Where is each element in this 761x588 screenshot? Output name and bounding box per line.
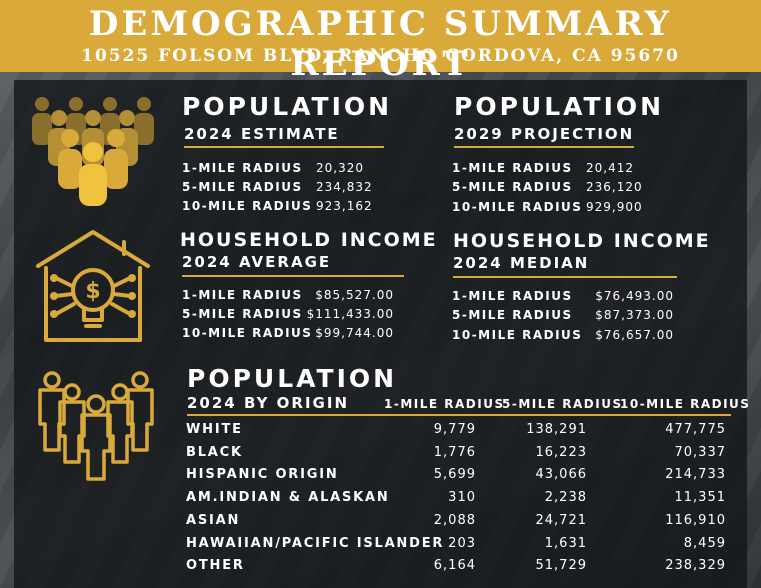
income-median-subtitle: 2024 MEDIAN bbox=[453, 254, 590, 272]
population-2024-subtitle: 2024 ESTIMATE bbox=[184, 125, 340, 143]
origin-row-value: 203 bbox=[448, 535, 476, 551]
radius-value: 20,320 bbox=[316, 161, 364, 175]
radius-label: 5-MILE RADIUS bbox=[452, 180, 573, 194]
people-outline-icon bbox=[38, 371, 154, 481]
origin-row-value: 11,351 bbox=[674, 490, 726, 506]
radius-label: 5-MILE RADIUS bbox=[182, 180, 303, 194]
report-title: DEMOGRAPHIC SUMMARY REPORT bbox=[88, 4, 673, 84]
divider bbox=[187, 414, 731, 416]
radius-value: 20,412 bbox=[586, 161, 634, 175]
radius-value: $85,527.00 bbox=[315, 288, 394, 302]
column-header: 1-MILE RADIUS bbox=[384, 397, 505, 411]
origin-row-value: 8,459 bbox=[683, 535, 726, 551]
divider bbox=[182, 275, 404, 277]
radius-value: 923,162 bbox=[316, 199, 373, 213]
origin-row-value: 214,733 bbox=[665, 467, 726, 483]
origin-row-value: 2,088 bbox=[433, 512, 476, 528]
origin-row-value: 6,164 bbox=[433, 558, 476, 574]
origin-title: POPULATION bbox=[187, 364, 398, 393]
population-2029-subtitle: 2029 PROJECTION bbox=[454, 125, 635, 143]
origin-row-value: 138,291 bbox=[526, 422, 587, 437]
population-2029-title: POPULATION bbox=[454, 92, 665, 121]
income-average-title: HOUSEHOLD INCOME bbox=[180, 229, 438, 251]
origin-row-value: 238,329 bbox=[665, 558, 726, 574]
income-average-subtitle: 2024 AVERAGE bbox=[182, 253, 332, 271]
radius-value: $99,744.00 bbox=[315, 326, 394, 340]
summary-panel bbox=[14, 80, 747, 588]
radius-label: 5-MILE RADIUS bbox=[182, 307, 303, 321]
radius-label: 1-MILE RADIUS bbox=[182, 161, 303, 175]
radius-label: 10-MILE RADIUS bbox=[182, 326, 313, 340]
column-header: 10-MILE RADIUS bbox=[620, 397, 751, 411]
origin-row-value: 5,699 bbox=[433, 467, 476, 483]
svg-text:$: $ bbox=[85, 279, 100, 304]
radius-label: 10-MILE RADIUS bbox=[452, 200, 583, 214]
radius-value: $76,493.00 bbox=[595, 289, 674, 303]
people-group-icon bbox=[32, 97, 154, 206]
origin-row-value: 16,223 bbox=[535, 444, 587, 460]
column-header: 5-MILE RADIUS bbox=[502, 397, 623, 411]
house-lightbulb-icon: $ bbox=[36, 230, 150, 342]
radius-value: 929,900 bbox=[586, 200, 643, 214]
radius-label: 10-MILE RADIUS bbox=[182, 199, 313, 213]
radius-value: $76,657.00 bbox=[595, 328, 674, 342]
report-header: DEMOGRAPHIC SUMMARY REPORT 10525 FOLSOM … bbox=[0, 0, 761, 84]
origin-row-label: OTHER bbox=[186, 558, 245, 574]
divider bbox=[184, 146, 384, 148]
origin-row-label: AM.INDIAN & ALASKAN bbox=[186, 490, 390, 506]
origin-row-value: 310 bbox=[448, 490, 476, 506]
origin-subtitle: 2024 BY ORIGIN bbox=[187, 394, 349, 412]
origin-row-value: 116,910 bbox=[665, 512, 726, 528]
radius-value: $111,433.00 bbox=[306, 307, 394, 321]
radius-label: 1-MILE RADIUS bbox=[452, 289, 573, 303]
radius-label: 5-MILE RADIUS bbox=[452, 308, 573, 322]
origin-row-value: 1,631 bbox=[544, 535, 587, 551]
origin-row-value: 24,721 bbox=[535, 512, 587, 528]
origin-row-value: 1,776 bbox=[433, 444, 476, 460]
radius-label: 10-MILE RADIUS bbox=[452, 328, 583, 342]
origin-row-label: BLACK bbox=[186, 444, 243, 460]
radius-label: 1-MILE RADIUS bbox=[182, 288, 303, 302]
origin-row-value: 2,238 bbox=[544, 490, 587, 506]
divider bbox=[454, 146, 634, 148]
property-address: 10525 FOLSOM BLVD, RANCHO CORDOVA, CA 95… bbox=[81, 46, 680, 66]
population-2024-title: POPULATION bbox=[182, 92, 393, 121]
origin-row-value: 9,779 bbox=[433, 422, 476, 437]
radius-label: 1-MILE RADIUS bbox=[452, 161, 573, 175]
origin-row-label: HISPANIC ORIGIN bbox=[186, 467, 339, 483]
radius-value: 234,832 bbox=[316, 180, 373, 194]
origin-row-value: 70,337 bbox=[674, 444, 726, 460]
divider bbox=[453, 276, 677, 278]
radius-value: $87,373.00 bbox=[595, 308, 674, 322]
radius-value: 236,120 bbox=[586, 180, 643, 194]
origin-row-label: WHITE bbox=[186, 422, 243, 437]
origin-row-label: ASIAN bbox=[186, 512, 241, 528]
origin-row-value: 43,066 bbox=[535, 467, 587, 483]
income-median-title: HOUSEHOLD INCOME bbox=[453, 230, 711, 252]
origin-row-value: 51,729 bbox=[535, 558, 587, 574]
origin-row-label: HAWAIIAN/PACIFIC ISLANDER bbox=[186, 535, 445, 551]
origin-row-value: 477,775 bbox=[665, 422, 726, 437]
